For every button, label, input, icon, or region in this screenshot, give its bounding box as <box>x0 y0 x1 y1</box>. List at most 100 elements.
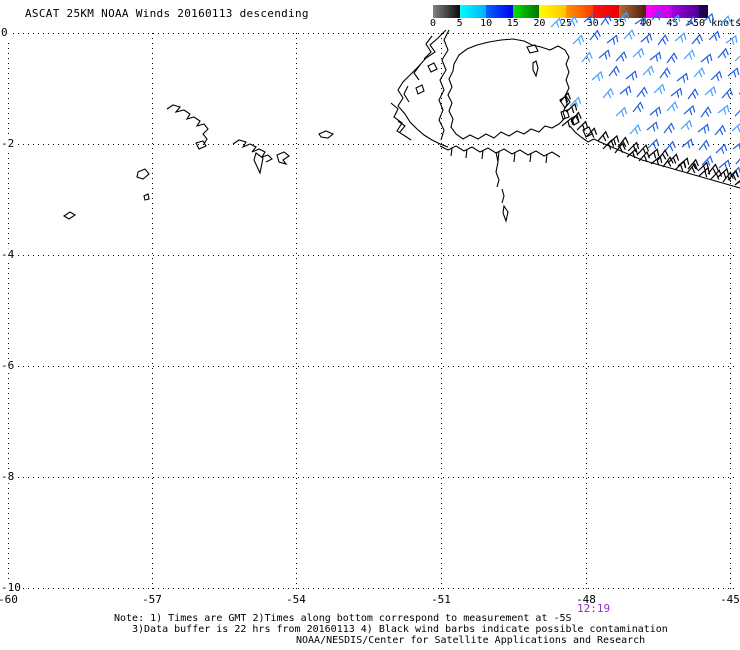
wind-barb <box>681 138 694 149</box>
y-axis-label--4: -4 <box>1 248 16 262</box>
wind-barbs-black-contaminated <box>559 91 740 187</box>
wind-barb <box>650 155 663 166</box>
wind-barb <box>636 86 648 98</box>
wind-barb <box>731 121 740 133</box>
wind-barb <box>614 142 626 154</box>
wind-barb <box>602 139 615 150</box>
x-axis-label--45: -45 <box>720 593 740 606</box>
gridline-lat--8 <box>8 477 735 478</box>
plot-title: ASCAT 25KM NOAA Winds 20160113 descendin… <box>25 7 309 20</box>
wind-barb <box>667 153 680 164</box>
x-axis-label--51: -51 <box>431 593 451 606</box>
wind-barb <box>698 166 711 178</box>
coastline-path-20 <box>143 193 150 201</box>
wind-barb <box>649 106 662 117</box>
wind-speed-colorbar <box>433 5 708 18</box>
wind-barb <box>674 32 687 43</box>
colorbar-tick-30: 30 <box>586 18 599 29</box>
coastline-path-3 <box>415 62 438 95</box>
wind-barb <box>714 124 726 136</box>
wind-barb <box>734 106 740 117</box>
wind-barb <box>659 67 671 79</box>
colorbar-segment-gt50 <box>698 5 708 18</box>
wind-barb <box>646 121 659 132</box>
colorbar-tick-15: 15 <box>506 18 519 29</box>
y-axis-label--2: -2 <box>1 137 16 151</box>
wind-barb <box>565 102 578 114</box>
wind-barb <box>683 49 696 60</box>
wind-barb <box>615 50 628 62</box>
colorbar-segment-25-30 <box>565 5 593 18</box>
wind-barb <box>693 66 706 78</box>
coastline-path-7 <box>439 145 561 158</box>
x-axis-label--54: -54 <box>286 593 306 606</box>
wind-barb <box>638 150 651 162</box>
wind-barb <box>640 32 653 44</box>
note-line-3: NOAA/NESDIS/Center for Satellite Applica… <box>296 635 646 646</box>
colorbar-tick-10: 10 <box>480 18 493 29</box>
gridline-lat--10 <box>8 588 735 589</box>
wind-barb <box>700 106 712 118</box>
wind-barb <box>591 70 604 82</box>
wind-barb <box>597 130 609 142</box>
note-line-2: 3)Data buffer is 22 hrs from 20160113 4)… <box>132 624 668 635</box>
wind-barb <box>569 96 582 107</box>
colorbar-segment-30-35 <box>592 5 620 18</box>
coastline-path-12 <box>390 102 412 141</box>
wind-barb <box>662 156 674 168</box>
wind-barb <box>717 167 730 179</box>
wind-barb <box>734 176 740 187</box>
gridline-lon--45 <box>730 33 731 589</box>
coastline-path-8 <box>450 147 548 164</box>
wind-barb <box>572 34 585 45</box>
wind-barb <box>700 53 713 64</box>
wind-barb <box>670 87 683 98</box>
gridline-lat--4 <box>8 255 735 256</box>
x-axis-label--57: -57 <box>142 593 162 606</box>
wind-barb <box>697 161 710 173</box>
wind-barb <box>686 162 698 174</box>
note-line-1: Note: 1) Times are GMT 2)Times along bot… <box>114 613 572 624</box>
wind-barb <box>683 104 696 116</box>
gridline-lon--54 <box>296 33 297 589</box>
wind-barb <box>697 123 710 134</box>
wind-barb <box>570 111 582 123</box>
wind-barbs-blue <box>583 9 740 178</box>
wind-barb <box>585 127 598 138</box>
wind-barb <box>607 134 620 146</box>
coastline-path-19 <box>62 211 77 220</box>
colorbar-tick-45: 45 <box>666 18 679 29</box>
wind-barb <box>647 148 660 159</box>
gridline-lon--57 <box>152 33 153 589</box>
wind-barb <box>710 169 723 180</box>
wind-barb <box>606 34 619 45</box>
gridline-lon--60 <box>8 33 9 589</box>
y-axis-label-0: 0 <box>1 26 9 40</box>
colorbar-tick-labels: 0 5 10 15 20 25 30 35 40 45 >50 knots <box>430 18 740 30</box>
wind-barb <box>725 34 738 46</box>
colorbar-segment-40-45 <box>645 5 673 18</box>
colorbar-segment-35-40 <box>619 5 646 18</box>
coastline-path-17 <box>318 130 335 139</box>
coastline-path-18 <box>136 168 150 180</box>
gridline-lon--51 <box>441 33 442 589</box>
wind-barb <box>615 106 628 118</box>
wind-barb <box>602 87 614 99</box>
wind-barb <box>608 65 620 77</box>
coastline-path-11 <box>559 95 593 138</box>
coastline-path-5 <box>532 60 539 78</box>
wind-barb <box>734 51 740 63</box>
wind-barb <box>625 70 638 81</box>
coastline-path-2 <box>403 35 433 103</box>
wind-barbs-light-blue <box>550 11 740 135</box>
wind-barb <box>735 153 740 165</box>
wind-barb <box>642 65 655 76</box>
colorbar-segment-45-50 <box>672 5 699 18</box>
wind-barb <box>698 139 710 151</box>
gridline-lat--6 <box>8 366 735 367</box>
colorbar-segment-10-15 <box>486 5 513 18</box>
colorbar-tick-35: 35 <box>613 18 626 29</box>
wind-barb <box>657 149 669 161</box>
